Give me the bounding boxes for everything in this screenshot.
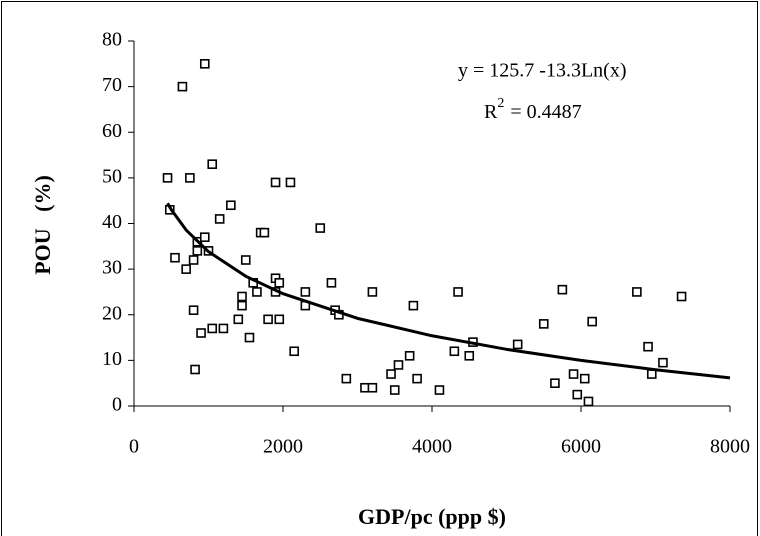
data-point <box>550 378 560 388</box>
data-point <box>274 278 285 288</box>
data-point <box>285 177 296 188</box>
data-point <box>449 346 460 357</box>
x-axis-title: GDP/pc (ppp $) <box>358 504 506 529</box>
data-point <box>408 300 419 311</box>
data-point <box>188 305 199 315</box>
data-point <box>252 287 262 297</box>
x-tick-label: 6000 <box>561 436 601 458</box>
data-point <box>270 177 281 188</box>
y-axis-title: POU (%) <box>30 175 55 275</box>
data-point <box>464 351 475 361</box>
y-tick-label: 70 <box>102 74 122 96</box>
data-point <box>177 81 188 92</box>
x-tick-label: 4000 <box>412 436 452 458</box>
data-point <box>162 173 173 183</box>
data-point <box>207 323 218 334</box>
data-point <box>181 264 191 274</box>
data-point <box>226 200 236 211</box>
data-point <box>259 227 270 238</box>
r-value: = 0.4487 <box>510 101 581 123</box>
data-point <box>326 278 337 288</box>
data-point <box>676 291 687 302</box>
data-point <box>237 300 247 311</box>
data-point <box>453 287 463 297</box>
data-point <box>404 351 415 361</box>
y-tick-label: 40 <box>102 211 122 233</box>
data-point <box>196 328 206 338</box>
data-point <box>218 323 229 334</box>
r-squared: R2 = 0.4487 <box>484 96 582 122</box>
r-exponent: 2 <box>497 96 504 111</box>
y-tick-label: 50 <box>102 165 122 187</box>
data-point <box>233 314 244 325</box>
data-point <box>583 396 594 407</box>
data-point <box>393 360 404 370</box>
data-point <box>412 373 422 384</box>
data-point <box>244 332 255 343</box>
data-point <box>315 223 326 233</box>
data-point <box>263 314 273 325</box>
data-point <box>434 385 445 395</box>
data-point <box>367 382 378 393</box>
data-point <box>188 255 199 265</box>
trend-equation: y = 125.7 -13.3Ln(x) <box>458 60 626 82</box>
data-point <box>646 369 657 379</box>
x-tick-label: 0 <box>129 436 139 458</box>
data-point <box>190 364 200 375</box>
y-tick-label: 80 <box>102 29 122 51</box>
r-symbol: R <box>484 101 498 123</box>
data-point <box>199 59 210 69</box>
data-point <box>386 369 396 379</box>
data-point <box>512 339 523 350</box>
data-point <box>170 252 180 263</box>
data-point <box>367 287 378 297</box>
data-point <box>538 319 549 329</box>
data-point <box>579 373 590 384</box>
data-point <box>289 346 299 357</box>
data-point <box>572 389 583 400</box>
y-tick-label: 10 <box>102 348 122 370</box>
x-tick-label: 2000 <box>263 436 303 458</box>
data-point <box>389 385 400 395</box>
data-point <box>214 214 225 224</box>
data-point <box>274 314 285 325</box>
data-point <box>240 255 251 265</box>
data-point <box>557 284 568 295</box>
y-tick-label: 30 <box>102 257 122 279</box>
data-point <box>207 159 218 169</box>
data-point <box>568 369 579 379</box>
data-point <box>185 173 195 183</box>
data-point <box>587 316 597 327</box>
data-point <box>341 373 352 384</box>
data-point <box>632 287 642 297</box>
data-point <box>643 341 653 352</box>
y-tick-label: 60 <box>102 120 122 142</box>
y-tick-label: 20 <box>102 302 122 324</box>
y-tick-label: 0 <box>112 394 122 416</box>
trend-line <box>166 202 731 380</box>
x-tick-label: 8000 <box>710 436 750 458</box>
data-point <box>237 291 247 302</box>
data-point <box>192 246 203 256</box>
data-point <box>658 357 668 368</box>
data-point <box>199 232 210 242</box>
data-point <box>300 287 311 297</box>
